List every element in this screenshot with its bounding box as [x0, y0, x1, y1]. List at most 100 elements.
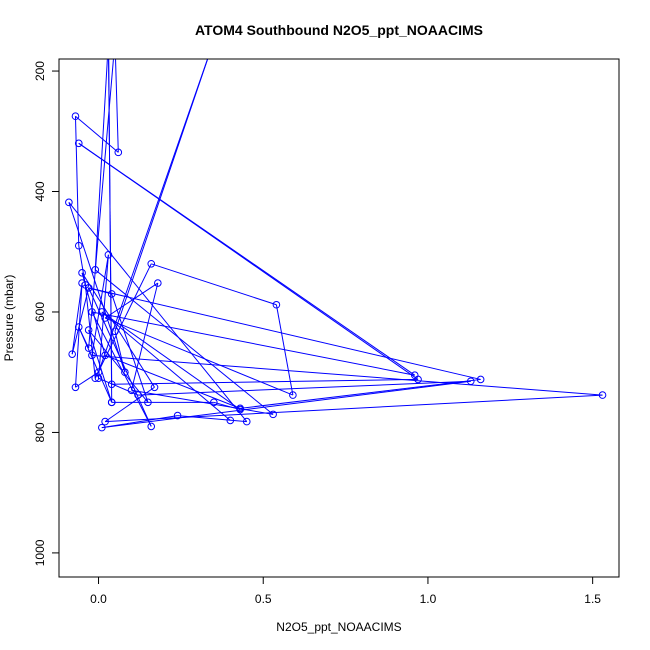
data-point — [94, 368, 103, 377]
series-segment — [88, 329, 113, 403]
series-segment — [114, 331, 126, 373]
series-segment — [101, 311, 241, 410]
data-point — [98, 308, 106, 316]
data-point — [598, 391, 607, 399]
y-axis-label: Pressure (mbar) — [2, 275, 16, 362]
series-segment — [71, 287, 90, 355]
data-point — [84, 326, 93, 334]
series-segment — [94, 59, 108, 270]
data-point — [88, 351, 96, 360]
data-point — [127, 386, 136, 395]
series-points — [65, 26, 607, 432]
y-tick-label: 600 — [33, 302, 47, 322]
y-tick-label: 200 — [33, 61, 47, 81]
series-segment — [68, 202, 126, 373]
data-point — [147, 422, 156, 431]
series-segment — [104, 386, 155, 423]
series-segment — [111, 293, 149, 403]
x-tick-label: 0.5 — [255, 592, 272, 606]
data-point — [210, 398, 218, 407]
data-point — [144, 398, 152, 407]
data-point — [226, 416, 235, 425]
data-point — [289, 391, 297, 399]
data-point — [101, 314, 109, 322]
data-point — [74, 139, 83, 148]
data-point — [476, 375, 485, 384]
series-segment — [101, 415, 178, 429]
data-point — [150, 383, 159, 392]
series-segment — [74, 116, 80, 246]
data-point — [84, 344, 93, 352]
data-point — [105, 38, 112, 45]
series-segment — [138, 380, 471, 396]
data-point — [154, 279, 162, 287]
series-segment — [74, 283, 83, 388]
series-segment — [104, 354, 241, 409]
series-segment — [108, 59, 113, 385]
y-tick-label: 1000 — [33, 539, 47, 566]
y-axis: 200 400 600 800 1000 — [33, 61, 59, 566]
series-segment — [101, 380, 471, 429]
series-segment — [177, 415, 247, 423]
series-segment — [71, 282, 83, 355]
x-axis: 0.0 0.5 1.0 1.5 — [90, 577, 601, 606]
data-point — [101, 417, 109, 426]
series-segment — [68, 202, 248, 422]
data-point — [134, 391, 142, 399]
y-tick-label: 800 — [33, 422, 47, 442]
data-point — [111, 327, 119, 336]
data-point — [121, 368, 129, 377]
plot-frame — [58, 58, 620, 578]
series-segment — [88, 329, 149, 403]
series-segment — [130, 282, 159, 391]
data-point — [107, 380, 116, 389]
data-point — [272, 300, 281, 309]
data-point — [74, 241, 83, 250]
series-segment — [88, 287, 481, 380]
series-segment — [94, 263, 152, 379]
series-segment — [98, 59, 209, 373]
data-point — [107, 290, 116, 298]
data-point — [65, 198, 73, 207]
data-point — [410, 371, 419, 380]
data-point — [147, 259, 156, 268]
series-segment — [98, 254, 109, 379]
data-point — [242, 417, 251, 426]
data-point — [71, 112, 80, 121]
data-point — [98, 423, 106, 432]
data-point — [211, 38, 218, 45]
series-segment — [101, 311, 231, 421]
x-tick-label: 1.0 — [420, 592, 437, 606]
data-point — [114, 148, 123, 157]
series-segment — [240, 378, 481, 409]
data-point — [78, 269, 86, 277]
series-segment — [75, 115, 119, 153]
y-tick-label: 400 — [33, 181, 47, 201]
data-point — [107, 398, 116, 407]
series-segment — [88, 287, 112, 295]
data-point — [236, 405, 244, 414]
series-segment — [91, 354, 603, 396]
chart-title: ATOM4 Southbound N2O5_ppt_NOAACIMS — [195, 22, 483, 38]
data-point — [78, 279, 86, 287]
series-segment — [78, 245, 86, 285]
series-segment — [115, 59, 119, 153]
data-point — [91, 266, 100, 274]
data-point — [466, 377, 475, 386]
series-segment — [91, 311, 415, 376]
series-segment — [78, 326, 90, 349]
data-point — [91, 374, 100, 383]
data-point — [88, 308, 96, 316]
series-segment — [91, 254, 109, 356]
data-point — [84, 284, 93, 292]
series-lines — [68, 59, 603, 429]
x-axis-label: N2O5_ppt_NOAACIMS — [276, 620, 401, 634]
data-point — [105, 26, 112, 33]
data-point — [68, 350, 76, 358]
series-segment — [78, 142, 416, 376]
data-point — [112, 38, 119, 45]
series-segment — [213, 401, 241, 411]
data-point — [101, 351, 109, 360]
data-point — [269, 410, 277, 419]
